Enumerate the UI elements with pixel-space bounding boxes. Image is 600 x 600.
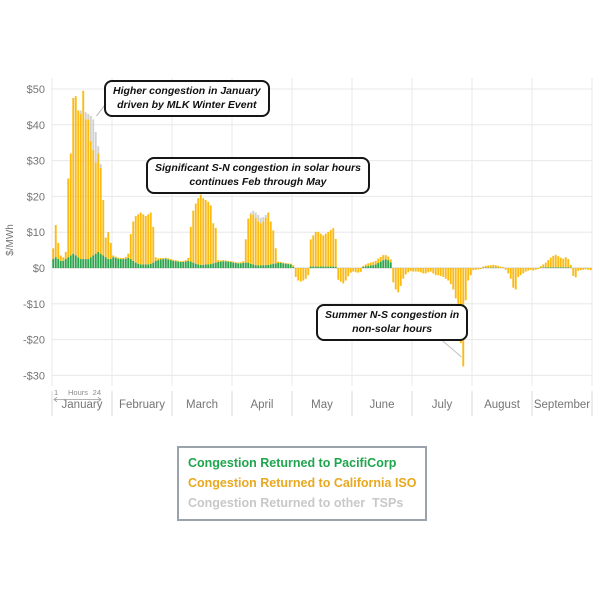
legend-item-other-tsps: Congestion Returned to other TSPs [188,496,404,510]
bars-september [532,254,592,278]
month-label: September [534,399,590,411]
month-label: February [119,399,165,411]
tsp-legend: Congestion Returned to PacifiCorp Conges… [177,446,428,521]
annotation-sn-solar-congestion: Significant S-N congestion in solar hour… [146,157,370,195]
y-tick-label: -$10 [23,299,45,311]
month-label: March [186,399,218,411]
bars-august [472,264,532,290]
y-axis-title: $/MWh [5,224,16,256]
month-label: April [250,399,273,411]
y-tick-label: $10 [27,227,45,239]
y-tick-label: $0 [33,263,45,275]
y-tick-label: $20 [27,191,45,203]
y-tick-label: -$20 [23,335,45,347]
month-label: January [62,399,103,411]
legend-item-pacificorp: Congestion Returned to PacifiCorp [188,456,397,470]
bars-february [112,212,172,268]
annotation-january-mlk-event: Higher congestion in January driven by M… [104,80,270,118]
bars-march [172,194,232,268]
y-tick-label: $50 [27,84,45,96]
y-tick-label: -$30 [23,370,45,382]
month-label: June [370,399,395,411]
month-label: August [484,399,521,411]
legend-item-california-iso: Congestion Returned to California ISO [188,476,417,490]
month-label: May [311,399,333,411]
y-tick-label: $30 [27,156,45,168]
hours-scale-end: 24 [93,388,101,397]
bars-may [292,228,352,284]
annotation-summer-ns-congestion: Summer N-S congestion in non-solar hours [316,304,469,342]
month-label: July [432,399,453,411]
bars-april [232,210,292,268]
bars-january [52,90,112,268]
y-tick-label: $40 [27,120,45,132]
bars-june [352,255,412,293]
congestion-chart: $50 $40 $30 $20 $10 $0 -$10 -$20 -$30 $/MWh Januar… [5,78,593,416]
hours-scale-label: Hours [68,388,88,397]
hours-scale-start: 1 [54,388,58,397]
